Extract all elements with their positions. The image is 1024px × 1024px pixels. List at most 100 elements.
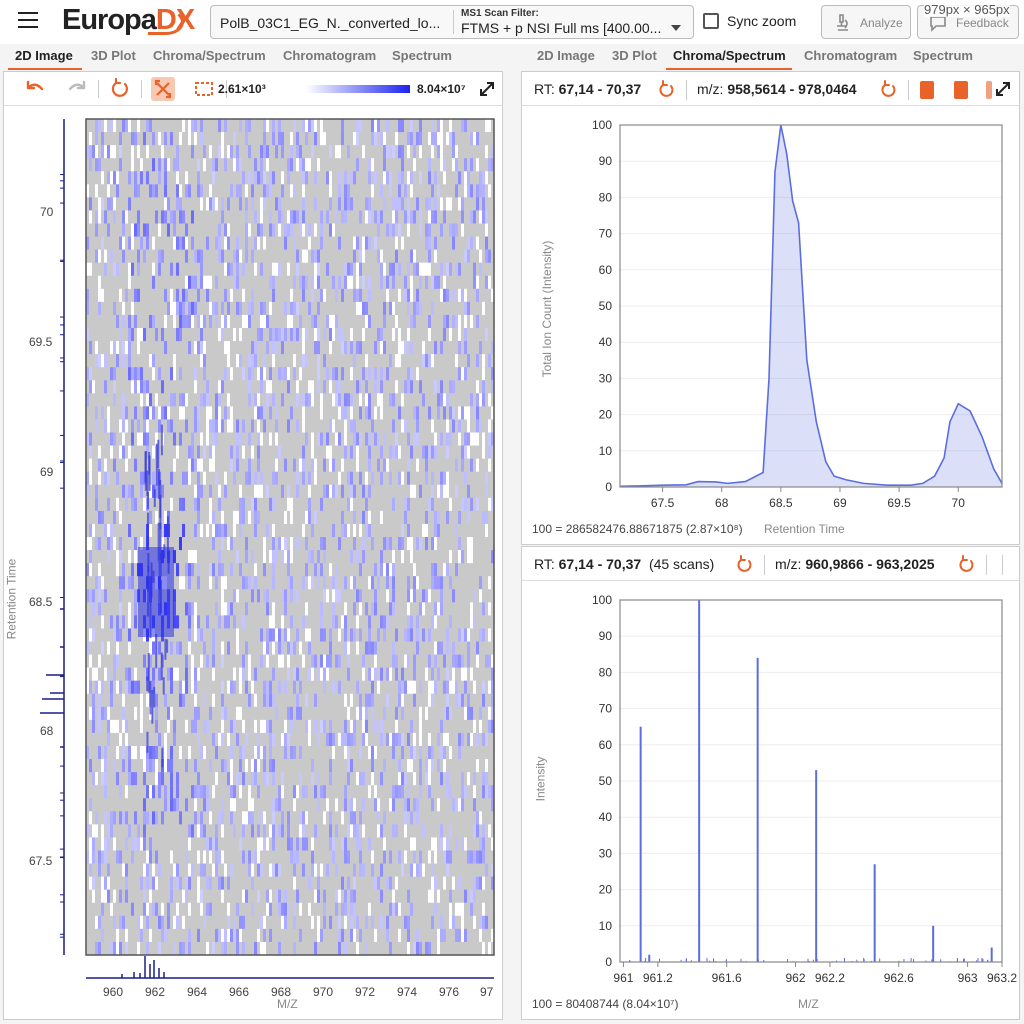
chromatogram-plot[interactable]: 0 10 20 30 40 50 60 70 80 90 100 67.5 68 68.5 69 69.5 70 [522, 107, 1019, 545]
right-tab-bar: 2D Image 3D Plot Chroma/Spectrum Chromat… [512, 44, 1024, 70]
tab-spectrum[interactable]: Spectrum [392, 48, 452, 63]
y-tick-label: 60 [599, 263, 613, 277]
chromatogram-panel: RT: 67,14 - 70,37 m/z: 958,5614 - 978,04… [521, 71, 1020, 545]
tab-2d-image[interactable]: 2D Image [15, 48, 73, 63]
drag-zoom-tool[interactable] [151, 77, 175, 101]
y-tick-label: 90 [599, 629, 613, 643]
tab-3d-plot[interactable]: 3D Plot [612, 48, 657, 63]
x-tick-label: 69 [833, 496, 847, 510]
tab-chroma-spectrum[interactable]: Chroma/Spectrum [153, 48, 266, 63]
x-tick-label: 962.6 [884, 971, 914, 985]
colorbar-max: 8.04×10⁷ [417, 82, 466, 96]
y-tick-label: 100 [592, 593, 612, 607]
tab-spectrum[interactable]: Spectrum [913, 48, 973, 63]
heatmap-area[interactable] [4, 107, 502, 1019]
x-tick-label: 970 [313, 985, 334, 999]
x-tick-label: 961.2 [643, 971, 673, 985]
image-panel: 2.61×10³ 8.04×10⁷ Retention Time 70 69.5… [3, 71, 503, 1020]
mz-profile [121, 956, 165, 978]
y-tick-label: 40 [599, 335, 613, 349]
image-toolbar: 2.61×10³ 8.04×10⁷ [4, 72, 502, 106]
rt-range-readout: RT: 67,14 - 70,37 [534, 81, 642, 97]
redo-icon[interactable] [65, 77, 89, 101]
reset-icon[interactable] [108, 77, 132, 101]
x-tick-label: 97 [480, 985, 494, 999]
tab-chromatogram[interactable]: Chromatogram [283, 48, 377, 63]
left-tab-bar: 2D Image 3D Plot Chroma/Spectrum Chromat… [0, 44, 512, 70]
reset-rt-icon[interactable] [656, 80, 676, 100]
x-tick-label: 962.2 [815, 971, 845, 985]
colorbar [306, 85, 410, 93]
mz-range-readout: m/z: 958,5614 - 978,0464 [697, 81, 857, 97]
file-name: PolB_03C1_EG_N._converted_lo... [220, 15, 441, 31]
y-tick-label: 100 [592, 118, 612, 132]
x-tick-label: 966 [229, 985, 250, 999]
y-tick-label: 70 [599, 702, 613, 716]
x-tick-label: 964 [187, 985, 208, 999]
x-tick-label: 69.5 [887, 496, 911, 510]
scan-filter-label: MS1 Scan Filter: [461, 8, 539, 19]
x-tick-label: 968 [271, 985, 292, 999]
color-toggle-button[interactable] [920, 81, 934, 99]
normalization-note: 100 = 80408744 (8.04×10⁷) [532, 997, 679, 1011]
dimension-overlay: 979px × 965px [924, 2, 1010, 17]
x-tick-label: 974 [397, 985, 418, 999]
y-tick-label: 69.5 [29, 335, 53, 349]
heatmap-cells [86, 119, 494, 955]
color-toggle-button[interactable] [954, 81, 968, 99]
x-tick-label: 972 [355, 985, 376, 999]
scan-filter-value: FTMS + p NSI Full ms [400.00... [461, 20, 662, 36]
series-area [620, 125, 1002, 487]
color-toggle-button[interactable] [986, 81, 992, 99]
y-tick-label: 69 [40, 465, 54, 479]
undo-icon[interactable] [23, 77, 47, 101]
heatmap-frame [85, 118, 495, 956]
tab-3d-plot[interactable]: 3D Plot [91, 48, 136, 63]
reset-mz-icon[interactable] [956, 555, 976, 575]
normalization-note: 100 = 286582476.88671875 (2.87×10⁸) [532, 522, 743, 536]
x-axis-title: Retention Time [764, 522, 845, 536]
x-tick-label: 68.5 [769, 496, 793, 510]
x-tick-label: 960 [103, 985, 124, 999]
file-selector[interactable]: PolB_03C1_EG_N._converted_lo... MS1 Scan… [210, 5, 694, 39]
chromatogram-toolbar: RT: 67,14 - 70,37 m/z: 958,5614 - 978,04… [522, 72, 1019, 106]
logo-swoosh-icon [148, 9, 184, 35]
mz-range-readout: m/z: 960,9866 - 963,2025 [775, 556, 935, 572]
y-tick-label: 40 [599, 810, 613, 824]
microscope-icon [837, 14, 848, 31]
plot-frame [619, 599, 1003, 963]
chevron-down-icon[interactable] [671, 25, 681, 31]
expand-icon[interactable] [994, 80, 1012, 98]
reset-mz-icon[interactable] [878, 80, 898, 100]
y-tick-label: 20 [599, 408, 613, 422]
y-tick-label: 10 [599, 444, 613, 458]
select-box-icon[interactable] [192, 77, 216, 101]
x-tick-label: 963 [958, 971, 978, 985]
analyze-button[interactable]: Analyze [821, 5, 911, 39]
grid [620, 599, 1002, 963]
spectrum-plot[interactable]: 0 10 20 30 40 50 60 70 80 90 100 961 961.2 961.6 962 96… [522, 582, 1019, 1020]
y-axis-title: Intensity [533, 756, 548, 802]
reset-rt-icon[interactable] [734, 555, 754, 575]
top-bar: EuropaDX PolB_03C1_EG_N._converted_lo...… [0, 0, 1024, 44]
tab-2d-image[interactable]: 2D Image [537, 48, 595, 63]
tab-chroma-spectrum[interactable]: Chroma/Spectrum [673, 48, 786, 63]
x-axis-title: M/Z [277, 997, 298, 1011]
tab-chromatogram[interactable]: Chromatogram [804, 48, 898, 63]
x-tick-label: 962 [785, 971, 805, 985]
x-tick-label: 67.5 [651, 496, 675, 510]
y-tick-label: 20 [599, 883, 613, 897]
sync-zoom-checkbox[interactable] [703, 13, 719, 29]
y-tick-label: 68.5 [29, 595, 53, 609]
menu-icon[interactable] [18, 12, 38, 28]
colorbar-min: 2.61×10³ [218, 82, 266, 96]
y-axis-title: Total Ion Count (Intensity) [540, 240, 554, 378]
y-tick-label: 80 [599, 665, 613, 679]
y-tick-label: 10 [599, 919, 613, 933]
sync-zoom-label: Sync zoom [727, 13, 797, 29]
y-tick-label: 70 [599, 227, 613, 241]
x-tick-label: 962 [145, 985, 166, 999]
y-tick-label: 68 [40, 724, 54, 738]
feedback-icon [930, 16, 946, 32]
expand-icon[interactable] [478, 80, 496, 98]
